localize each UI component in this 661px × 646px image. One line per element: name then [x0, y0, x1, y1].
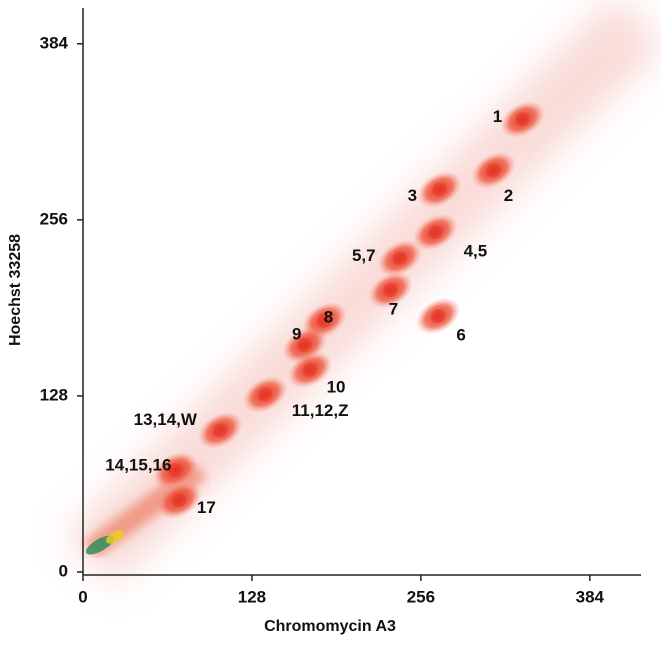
- cluster-core: [168, 463, 183, 478]
- cluster-core: [392, 251, 407, 266]
- cluster-core: [303, 362, 318, 377]
- cluster-label: 5,7: [352, 246, 376, 265]
- y-axis-title: Hoechst 33258: [7, 234, 24, 346]
- cluster-label: 10: [327, 377, 346, 396]
- cluster-label: 4,5: [464, 242, 488, 261]
- y-tick-label: 0: [59, 561, 68, 580]
- cluster-core: [432, 182, 447, 197]
- cluster-core: [317, 313, 332, 328]
- cluster-label: 14,15,16: [105, 456, 171, 475]
- debris: [105, 530, 125, 544]
- x-tick-label: 0: [78, 587, 87, 606]
- cluster-label: 6: [456, 326, 465, 345]
- cluster-label: 1: [493, 107, 502, 126]
- cluster-core: [431, 309, 446, 324]
- cluster-core: [515, 112, 530, 127]
- cluster-core: [486, 163, 501, 178]
- x-tick-label: 256: [407, 587, 435, 606]
- cluster-core: [297, 338, 312, 353]
- cluster-label: 2: [504, 186, 513, 205]
- cluster-label: 3: [408, 186, 417, 205]
- cluster-label: 8: [324, 308, 333, 327]
- cluster-label: 11,12,Z: [292, 401, 349, 420]
- cluster-label: 13,14,W: [134, 410, 198, 429]
- cluster-core: [213, 423, 228, 438]
- x-tick-label: 128: [238, 587, 266, 606]
- y-tick-label: 256: [40, 209, 68, 228]
- cluster-core: [172, 493, 187, 508]
- y-tick-label: 128: [40, 385, 68, 404]
- cluster-core: [258, 387, 273, 402]
- y-tick-label: 384: [40, 33, 69, 52]
- cluster-core: [428, 225, 443, 240]
- x-tick-label: 384: [576, 587, 605, 606]
- cluster-label: 7: [389, 299, 398, 318]
- x-axis-title: Chromomycin A3: [264, 618, 396, 635]
- cluster-core: [383, 283, 398, 297]
- cluster-label: 17: [197, 498, 216, 517]
- cluster-label: 9: [292, 325, 301, 344]
